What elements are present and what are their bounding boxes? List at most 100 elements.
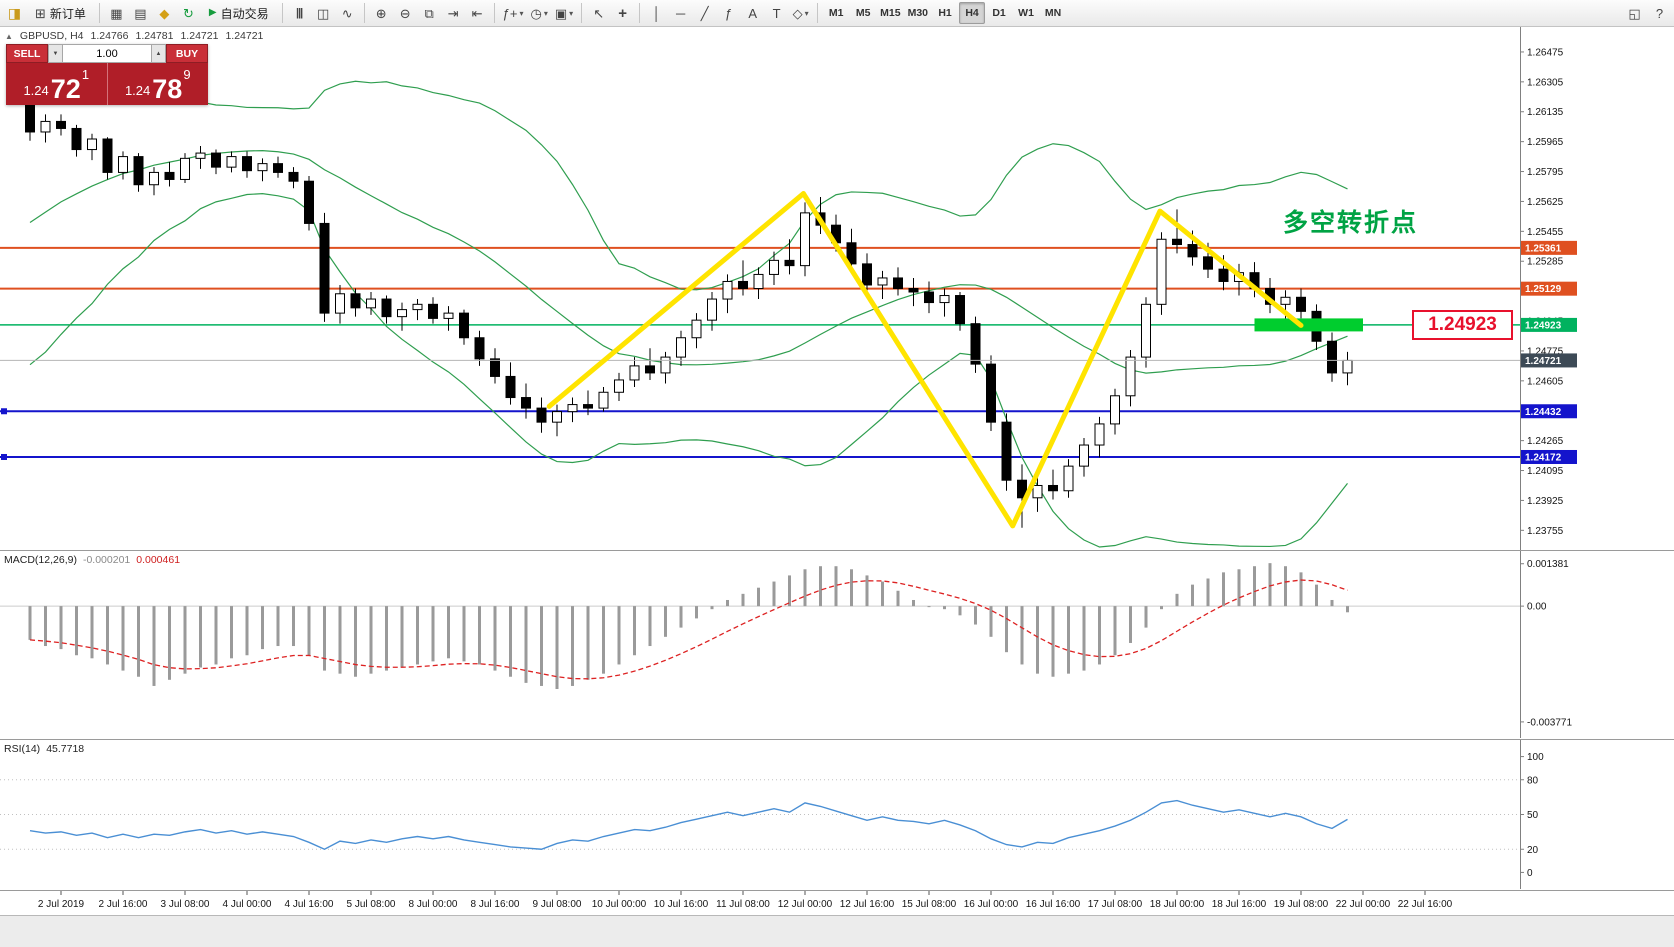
shapes-icon: ◇ (792, 5, 803, 21)
trendline-button[interactable]: ╱ (693, 2, 716, 24)
tile-windows-button[interactable]: ⧉ (418, 2, 441, 24)
svg-text:18 Jul 00:00: 18 Jul 00:00 (1150, 899, 1205, 910)
bar-chart-icon: ||| (296, 6, 303, 19)
main-chart-panel[interactable]: 1.26475 1.26305 1.26135 1.25965 1.25795 1.256… (0, 27, 1674, 550)
svg-text:20: 20 (1527, 845, 1539, 856)
macd-panel[interactable]: 0.001381 0.00 -0.003771 MACD(12,26,9) -0.00… (0, 550, 1674, 739)
auto-scroll-icon: ⇥ (447, 5, 459, 21)
svg-text:4 Jul 16:00: 4 Jul 16:00 (285, 899, 334, 910)
buy-price-pips: 78 (152, 74, 183, 105)
svg-text:1.25455: 1.25455 (1527, 227, 1564, 238)
community-button[interactable]: ◆ (153, 2, 176, 24)
svg-text:11 Jul 08:00: 11 Jul 08:00 (716, 899, 770, 910)
templates-button[interactable]: ▣ ▾ (552, 2, 576, 24)
volume-decrease-button[interactable]: ▼ (48, 44, 63, 63)
toolbar-separator (817, 3, 819, 23)
toolbar-separator (493, 3, 495, 23)
symbol-info: ▲ GBPUSD, H4 1.24766 1.24781 1.24721 1.24721 (5, 30, 263, 42)
bar-chart-button[interactable]: ||| (288, 2, 311, 24)
timeframe-m5-button[interactable]: M5 (850, 2, 876, 24)
text-button[interactable]: A (741, 2, 764, 24)
horizontal-line-button[interactable]: ─ (669, 2, 692, 24)
cursor-button[interactable]: ↖ (587, 2, 610, 24)
svg-text:1.25795: 1.25795 (1527, 167, 1564, 178)
svg-text:8 Jul 00:00: 8 Jul 00:00 (409, 899, 458, 910)
shapes-button[interactable]: ◇ ▾ (789, 2, 812, 24)
timeframe-m30-button[interactable]: M30 (905, 2, 931, 24)
svg-text:1.25625: 1.25625 (1527, 197, 1564, 208)
timeframe-m15-button[interactable]: M15 (877, 2, 903, 24)
zoom-in-button[interactable]: ⊕ (370, 2, 393, 24)
charts-grid-button[interactable]: ▦ (105, 2, 128, 24)
horizontal-line-icon: ─ (676, 5, 686, 21)
chart-shift-button[interactable]: ⇤ (466, 2, 489, 24)
text-label-button[interactable]: T (765, 2, 788, 24)
svg-text:9 Jul 08:00: 9 Jul 08:00 (533, 899, 582, 910)
svg-text:1.24432: 1.24432 (1525, 407, 1562, 418)
macd-chart-svg[interactable]: 0.001381 0.00 -0.003771 (0, 551, 1674, 738)
refresh-button[interactable]: ↻ (177, 2, 200, 24)
profiles-icon: ▤ (134, 5, 147, 21)
time-axis-svg[interactable]: 2 Jul 2019 2 Jul 16:00 3 Jul 08:00 4 Jul 00… (0, 891, 1674, 914)
ohlc-close: 1.24721 (225, 30, 264, 42)
indicators-button[interactable]: ƒ+ ▾ (500, 2, 527, 24)
time-axis[interactable]: 2 Jul 2019 2 Jul 16:00 3 Jul 08:00 4 Jul 00… (0, 890, 1674, 915)
buy-price-display[interactable]: 1.24 78 9 (108, 63, 209, 105)
profiles-button[interactable]: ▤ (129, 2, 152, 24)
svg-text:1.25965: 1.25965 (1527, 137, 1564, 148)
timeframe-m1-button[interactable]: M1 (823, 2, 849, 24)
svg-text:1.24775: 1.24775 (1527, 346, 1564, 357)
caret-down-icon: ▾ (543, 8, 548, 18)
help-button[interactable]: ? (1648, 2, 1671, 24)
macd-label: MACD(12,26,9) -0.000201 0.000461 (4, 554, 180, 566)
auto-scroll-button[interactable]: ⇥ (442, 2, 465, 24)
candle-chart-button[interactable]: ◫ (312, 2, 335, 24)
window-restore-button[interactable]: ◱ (1623, 2, 1646, 24)
caret-down-icon: ▾ (804, 8, 809, 18)
sell-price-display[interactable]: 1.24 72 1 (6, 63, 108, 105)
timeframe-h1-button[interactable]: H1 (932, 2, 958, 24)
svg-text:1.24172: 1.24172 (1525, 452, 1562, 463)
svg-text:16 Jul 00:00: 16 Jul 00:00 (964, 899, 1019, 910)
toolbar-separator (98, 3, 100, 23)
svg-text:0.001381: 0.001381 (1527, 559, 1569, 570)
autotrading-button[interactable]: ▶ 自动交易 (201, 2, 277, 24)
trendline-icon: ╱ (700, 5, 709, 21)
crosshair-button[interactable]: + (611, 2, 634, 24)
line-chart-button[interactable]: ∿ (336, 2, 359, 24)
ohlc-high: 1.24781 (135, 30, 174, 42)
volume-input[interactable] (63, 44, 151, 63)
toolbar-separator (281, 3, 283, 23)
svg-text:1.24265: 1.24265 (1527, 436, 1564, 447)
app-logo-icon: ◨ (3, 2, 26, 24)
rsi-panel[interactable]: 100 80 50 20 0 RSI(14) 45.7718 (0, 739, 1674, 890)
toolbar-right-group: ◱? (1623, 2, 1671, 24)
svg-text:-0.003771: -0.003771 (1527, 717, 1572, 728)
crosshair-icon: + (618, 4, 628, 22)
rsi-label: RSI(14) 45.7718 (4, 743, 84, 755)
rsi-chart-svg[interactable]: 100 80 50 20 0 (0, 740, 1674, 889)
sell-button[interactable]: SELL (6, 44, 48, 63)
timeframe-h4-button[interactable]: H4 (959, 2, 986, 24)
volume-increase-button[interactable]: ▲ (151, 44, 166, 63)
periods-button[interactable]: ◷ ▾ (527, 2, 550, 24)
new-order-button[interactable]: ⊞ 新订单 (27, 2, 94, 24)
price-chart-svg[interactable]: 1.26475 1.26305 1.26135 1.25965 1.25795 1.256… (0, 27, 1674, 550)
help-icon: ? (1655, 5, 1664, 21)
periods-icon: ◷ (530, 5, 542, 21)
fibonacci-button[interactable]: ƒ (717, 2, 740, 24)
svg-text:1.26305: 1.26305 (1527, 77, 1564, 88)
new-order-icon: ⊞ (35, 5, 46, 21)
one-click-collapse-icon[interactable]: ▲ (5, 32, 13, 41)
vertical-line-button[interactable]: │ (645, 2, 668, 24)
autotrading-play-icon: ▶ (208, 7, 217, 18)
buy-button[interactable]: BUY (166, 44, 208, 63)
timeframe-d1-button[interactable]: D1 (986, 2, 1012, 24)
tile-windows-icon: ⧉ (424, 5, 434, 21)
svg-text:22 Jul 16:00: 22 Jul 16:00 (1398, 899, 1453, 910)
svg-text:1.24721: 1.24721 (1525, 356, 1562, 367)
timeframe-w1-button[interactable]: W1 (1013, 2, 1039, 24)
svg-text:10 Jul 16:00: 10 Jul 16:00 (654, 899, 709, 910)
timeframe-mn-button[interactable]: MN (1040, 2, 1066, 24)
zoom-out-button[interactable]: ⊖ (394, 2, 417, 24)
